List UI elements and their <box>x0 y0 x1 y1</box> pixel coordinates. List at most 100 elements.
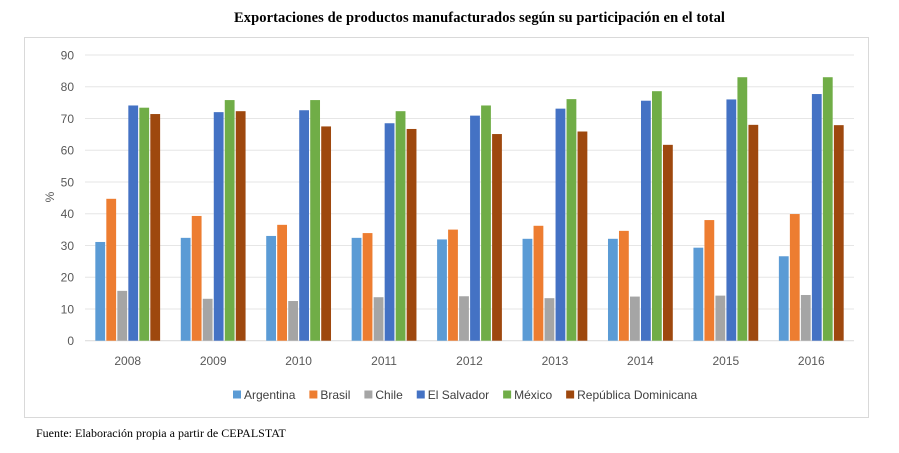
x-tick-label: 2010 <box>285 354 312 368</box>
y-tick-label: 90 <box>61 49 75 63</box>
bar-el-salvador-2009 <box>213 112 224 341</box>
legend-item: El Salvador <box>416 388 489 402</box>
bar-m-xico-2013 <box>566 99 577 341</box>
bar-argentina-2008 <box>95 241 106 341</box>
legend-label: Argentina <box>244 388 296 402</box>
bar-m-xico-2009 <box>224 100 235 341</box>
y-tick-label: 40 <box>61 207 75 221</box>
bar-m-xico-2011 <box>395 111 406 341</box>
x-tick-label: 2016 <box>798 354 825 368</box>
y-tick-label: 0 <box>67 334 74 348</box>
x-tick-label: 2015 <box>712 354 739 368</box>
bar-chile-2012 <box>459 296 469 341</box>
bar-brasil-2009 <box>191 215 202 341</box>
legend-item: Argentina <box>233 388 296 402</box>
bar-el-salvador-2014 <box>640 100 651 341</box>
bar-el-salvador-2008 <box>128 105 139 341</box>
y-tick-label: 20 <box>61 271 75 285</box>
legend-swatch <box>233 390 241 399</box>
legend-label: Brasil <box>320 388 350 402</box>
bar-m-xico-2010 <box>310 100 321 341</box>
bar-m-xico-2012 <box>481 105 491 341</box>
legend-label: El Salvador <box>428 388 489 402</box>
legend-item: México <box>503 388 552 402</box>
y-tick-label: 70 <box>61 112 75 126</box>
y-tick-label: 80 <box>61 80 75 94</box>
chart-frame <box>24 37 869 418</box>
bar-brasil-2010 <box>277 224 288 341</box>
bar-rep-blica-dominicana-2014 <box>662 144 673 341</box>
bar-m-xico-2016 <box>822 77 833 341</box>
x-tick-label: 2012 <box>456 354 483 368</box>
legend-item: República Dominicana <box>566 388 698 402</box>
bar-m-xico-2008 <box>139 107 150 341</box>
y-tick-label: 60 <box>61 144 75 158</box>
chart-title: Exportaciones de productos manufacturado… <box>233 10 726 26</box>
bar-argentina-2011 <box>351 237 362 341</box>
bar-chile-2008 <box>117 290 128 341</box>
bar-rep-blica-dominicana-2008 <box>150 114 161 341</box>
bar-argentina-2014 <box>607 238 618 341</box>
bar-el-salvador-2012 <box>470 115 480 341</box>
y-tick-label: 10 <box>61 302 75 316</box>
y-axis-label: % <box>43 191 57 202</box>
bars <box>95 77 844 341</box>
bar-m-xico-2015 <box>737 77 748 341</box>
source-note: Fuente: Elaboración propia a partir de C… <box>36 426 286 440</box>
x-tick-label: 2013 <box>542 354 569 368</box>
bar-argentina-2009 <box>180 237 191 341</box>
bar-chile-2016 <box>800 294 811 341</box>
legend-swatch <box>566 390 575 399</box>
legend-label: México <box>514 388 552 402</box>
bar-el-salvador-2015 <box>726 99 737 341</box>
bar-chile-2009 <box>202 298 213 341</box>
legend-swatch <box>309 390 318 399</box>
bar-chile-2010 <box>288 301 299 341</box>
bar-rep-blica-dominicana-2013 <box>577 131 588 341</box>
bar-chile-2011 <box>373 297 384 341</box>
legend-swatch <box>503 390 512 399</box>
bar-chile-2015 <box>715 295 726 341</box>
bar-brasil-2011 <box>362 233 373 341</box>
bar-el-salvador-2013 <box>555 108 566 341</box>
y-tick-label: 50 <box>61 175 75 189</box>
bar-brasil-2013 <box>533 225 544 341</box>
x-tick-label: 2008 <box>114 354 141 368</box>
bar-brasil-2015 <box>704 220 715 341</box>
legend-item: Brasil <box>309 388 350 402</box>
bar-m-xico-2014 <box>651 91 662 341</box>
bar-chile-2013 <box>544 298 555 341</box>
bar-argentina-2010 <box>266 235 277 341</box>
legend-label: República Dominicana <box>577 388 697 402</box>
bar-argentina-2015 <box>693 247 704 341</box>
gridlines <box>85 54 854 342</box>
bar-rep-blica-dominicana-2012 <box>492 134 502 341</box>
y-tick-label: 30 <box>61 239 75 253</box>
x-tick-label: 2014 <box>627 354 654 368</box>
bar-argentina-2016 <box>778 256 789 341</box>
bar-rep-blica-dominicana-2015 <box>748 124 759 341</box>
bar-rep-blica-dominicana-2009 <box>235 111 246 341</box>
x-tick-label: 2009 <box>200 354 227 368</box>
bar-argentina-2012 <box>437 239 447 341</box>
bar-el-salvador-2011 <box>384 123 395 341</box>
bar-el-salvador-2016 <box>811 94 822 341</box>
legend-swatch <box>416 390 425 399</box>
bar-brasil-2014 <box>618 230 629 341</box>
bar-argentina-2013 <box>522 238 533 341</box>
legend-item: Chile <box>364 388 403 402</box>
bar-brasil-2008 <box>106 198 117 341</box>
bar-chile-2014 <box>629 296 640 341</box>
bar-el-salvador-2010 <box>299 110 310 341</box>
bar-rep-blica-dominicana-2010 <box>321 126 332 341</box>
bar-rep-blica-dominicana-2016 <box>833 125 844 341</box>
legend-label: Chile <box>375 388 403 402</box>
legend-swatch <box>364 390 373 399</box>
bar-brasil-2012 <box>448 229 458 341</box>
bar-brasil-2016 <box>789 214 800 341</box>
x-tick-label: 2011 <box>371 354 397 368</box>
bar-rep-blica-dominicana-2011 <box>406 128 417 341</box>
legend: Argentina Brasil Chile El Salvador México Rep… <box>233 388 698 402</box>
x-axis-ticks: 2008 2009 2010 2011 2012 2013 2014 2015 2016 <box>114 354 825 368</box>
